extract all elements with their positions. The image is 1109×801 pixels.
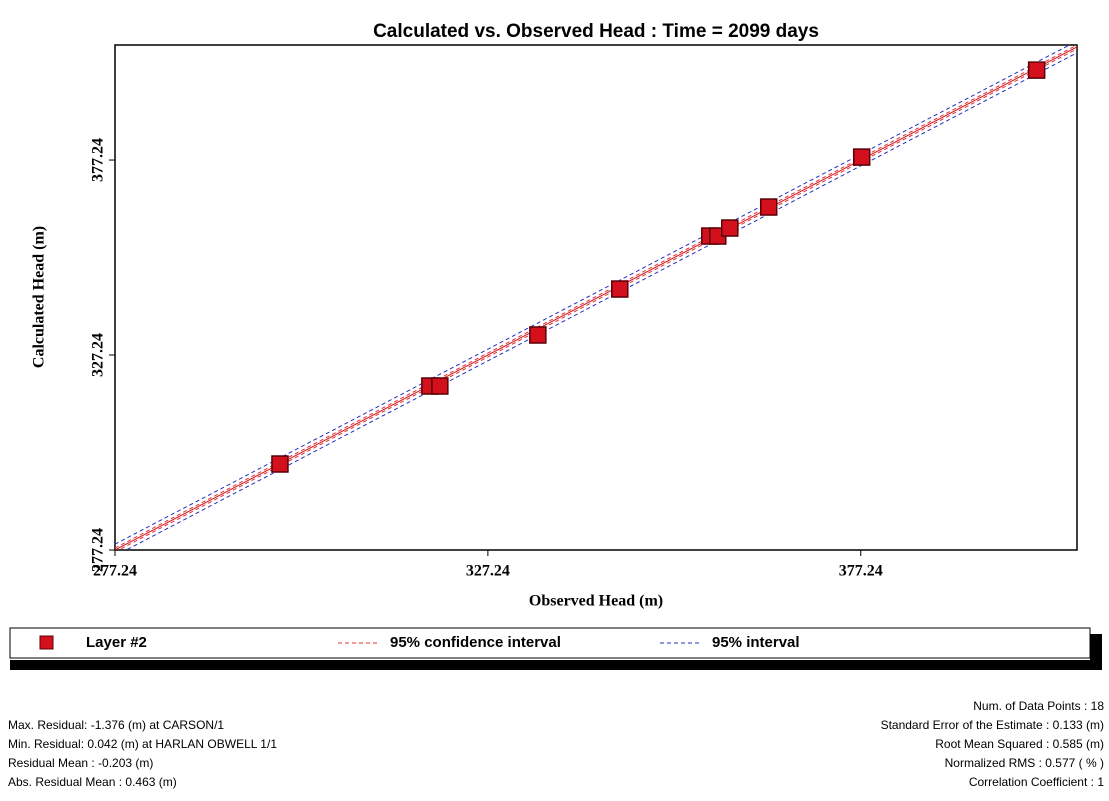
point <box>431 377 449 395</box>
legend-label: 95% interval <box>712 634 800 651</box>
point <box>852 148 871 166</box>
legend-shadow <box>1090 634 1102 670</box>
y-tick-label: 327.24 <box>90 333 107 377</box>
legend-marker <box>39 635 54 650</box>
stat-left: Abs. Residual Mean : 0.463 (m) <box>8 775 177 789</box>
stat-right: Correlation Coefficient : 1 <box>969 775 1105 789</box>
y-tick-label: 277.24 <box>90 528 107 572</box>
stat-left: Max. Residual: -1.376 (m) at CARSON/1 <box>8 718 224 732</box>
x-tick-label: 277.24 <box>93 563 137 580</box>
stat-right: Root Mean Squared : 0.585 (m) <box>935 737 1104 751</box>
stat-right: Standard Error of the Estimate : 0.133 (… <box>881 718 1104 732</box>
legend <box>9 627 1091 659</box>
point <box>271 455 289 473</box>
x-tick-label: 327.24 <box>466 563 510 580</box>
stat-left: Min. Residual: 0.042 (m) at HARLAN OBWEL… <box>8 737 277 751</box>
point <box>759 198 778 216</box>
stat-right: Num. of Data Points : 18 <box>973 699 1104 713</box>
point <box>611 280 629 298</box>
legend-shadow <box>10 660 1102 670</box>
stat-right: Normalized RMS : 0.577 ( % ) <box>945 756 1104 770</box>
interval-lower <box>125 52 1077 550</box>
chart-title: Calculated vs. Observed Head : Time = 20… <box>373 21 819 42</box>
point <box>721 219 739 237</box>
point <box>529 326 547 344</box>
interval-upper <box>115 45 1077 549</box>
stat-left: Residual Mean : -0.203 (m) <box>8 756 153 770</box>
legend-label: 95% confidence interval <box>390 634 561 651</box>
y-axis-label: Calculated Head (m) <box>31 226 48 368</box>
y-tick-label: 377.24 <box>90 138 107 182</box>
x-tick-label: 377.24 <box>839 563 883 580</box>
interval-upper <box>115 45 1071 545</box>
point <box>1027 61 1046 79</box>
interval-lower <box>117 48 1077 550</box>
legend-label: Layer #2 <box>86 634 147 651</box>
x-axis-label: Observed Head (m) <box>529 593 663 610</box>
